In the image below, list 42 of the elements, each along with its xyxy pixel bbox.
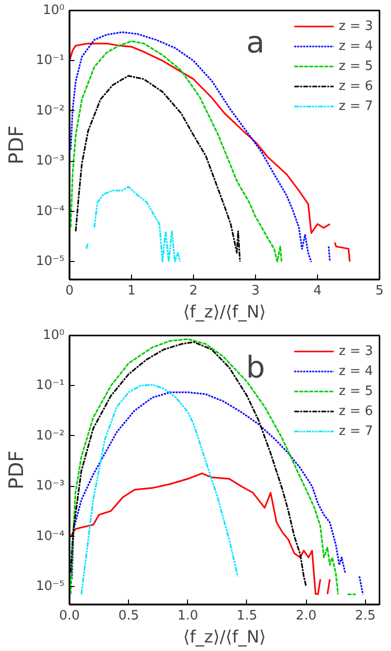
legend-label: z = 5 [338,58,373,74]
y-tick-label: 10⁻⁵ [36,579,65,594]
x-axis-title: ⟨f_z⟩/⟨f_N⟩ [183,302,266,322]
legend-label: z = 4 [338,364,373,378]
y-axis-title: PDF [4,450,28,490]
legend-label: z = 7 [338,424,373,438]
y-tick-label: 10⁻¹ [36,53,65,68]
y-tick-label: 10⁻⁴ [36,528,65,544]
line-series [80,384,238,596]
y-tick-label: 10⁰ [42,3,65,18]
x-axis-title: ⟨f_z⟩/⟨f_N⟩ [183,628,266,648]
line-series [74,75,241,262]
x-tick-label: 1.0 [177,608,198,624]
legend-label: z = 4 [338,38,373,54]
x-tick-label: 2 [189,284,198,298]
legend-label: z = 6 [338,404,373,418]
x-tick-label: 0.0 [59,608,80,624]
x-tick-label: 1.5 [236,608,258,624]
legend-label: z = 6 [338,78,373,94]
y-tick-label: 10⁻³ [36,478,65,494]
legend-label: z = 3 [338,344,373,358]
y-tick-label: 10⁻⁴ [36,204,65,219]
y-tick-label: 10⁻² [36,428,65,444]
x-tick-label: 2.0 [296,608,316,624]
y-tick-label: 10⁻³ [36,154,65,169]
annotation: a [246,25,265,60]
x-tick-label: 2.5 [354,608,376,624]
x-tick-label: 4 [313,284,322,298]
x-tick-label: 1 [127,284,136,298]
y-tick-label: 10⁻⁵ [36,254,65,270]
x-tick-label: 0 [65,284,74,298]
x-tick-label: 5 [375,284,384,298]
legend-label: z = 3 [338,18,373,34]
y-axis-title: PDF [4,126,28,164]
y-tick-label: 10⁰ [42,328,65,343]
legend-label: z = 7 [338,98,373,114]
x-tick-label: 3 [251,284,260,298]
x-tick-label: 0.5 [118,608,140,624]
annotation: b [246,350,266,386]
y-tick-label: 10⁻² [36,103,65,118]
legend-label: z = 5 [338,384,373,398]
y-tick-label: 10⁻¹ [36,378,65,394]
